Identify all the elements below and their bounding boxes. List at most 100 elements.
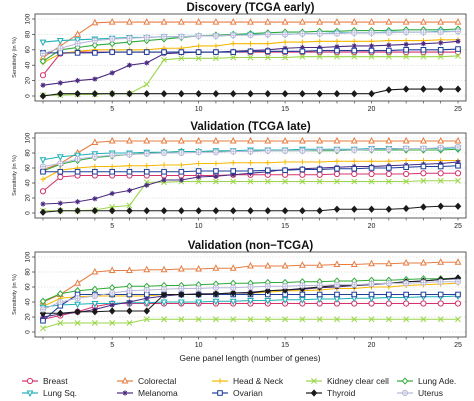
data-point (144, 163, 150, 169)
data-point (230, 172, 236, 178)
data-point (264, 207, 272, 215)
data-point (282, 54, 289, 61)
x-tick-label: 5 (110, 342, 114, 349)
data-point (247, 48, 254, 55)
data-point (126, 202, 133, 209)
data-point (351, 316, 358, 323)
data-point (299, 30, 306, 37)
data-point (212, 136, 220, 144)
data-point (264, 261, 272, 269)
x-axis-label: Gene panel length (number of genes) (179, 353, 320, 363)
data-point (195, 207, 202, 215)
data-point (316, 291, 323, 298)
data-point (212, 207, 220, 215)
legend-marker (121, 376, 129, 384)
data-point (195, 90, 202, 98)
y-tick-label: 100 (25, 13, 32, 24)
y-tick-label: 60 (25, 164, 32, 172)
data-point (229, 207, 237, 215)
data-point (403, 164, 409, 171)
data-point (160, 290, 168, 299)
data-point (230, 41, 236, 47)
data-point (143, 49, 150, 55)
data-point (299, 44, 305, 51)
data-point (212, 17, 220, 25)
data-point (161, 49, 167, 55)
data-point (368, 43, 375, 49)
data-point (316, 316, 323, 323)
data-point (109, 320, 116, 326)
data-point (333, 146, 341, 154)
data-point (108, 39, 116, 48)
data-point (264, 298, 272, 305)
data-point (212, 298, 220, 306)
data-point (437, 28, 444, 36)
data-point (334, 47, 340, 54)
data-point (317, 38, 323, 44)
data-point (161, 56, 167, 63)
data-point (317, 44, 323, 51)
data-point (403, 316, 410, 323)
data-point (213, 160, 219, 167)
data-point (160, 265, 168, 273)
data-point (229, 264, 237, 271)
data-point (40, 82, 46, 88)
data-point (282, 48, 288, 55)
x-tick-label: 10 (195, 223, 203, 230)
chart-panel-3: Validation (non−TCGA) 0 20 40 60 80 100 Sensiti… (12, 240, 467, 349)
data-point (437, 47, 444, 53)
legend-item: Kidney clear cell (306, 376, 389, 386)
data-point (299, 48, 306, 55)
data-point (247, 289, 254, 297)
data-point (92, 76, 98, 82)
y-axis-label: Sensitivity (in %) (12, 155, 18, 196)
data-point (350, 205, 358, 213)
data-point (333, 17, 341, 25)
data-point (143, 168, 150, 175)
data-point (91, 138, 99, 145)
data-point (177, 264, 185, 272)
data-point (212, 55, 219, 62)
data-point (420, 85, 427, 93)
data-point (333, 281, 341, 288)
data-point (108, 307, 116, 315)
y-tick-label: 40 (25, 61, 32, 69)
chart-panel-1: Discovery (TCGA early) 0 20 40 60 80 100 Sensit… (12, 2, 467, 113)
data-point (39, 50, 47, 57)
data-point (351, 43, 357, 49)
x-tick-label: 15 (281, 342, 289, 349)
data-point (420, 47, 427, 53)
data-point (92, 50, 98, 56)
data-point (178, 55, 185, 62)
data-point (281, 90, 289, 98)
data-point (74, 308, 81, 316)
legend-item: Melanoma (117, 388, 178, 398)
data-point (385, 316, 392, 323)
data-point (74, 320, 81, 326)
data-point (178, 316, 185, 323)
data-point (368, 47, 375, 54)
data-point (143, 136, 151, 144)
data-point (74, 30, 82, 37)
data-point (247, 207, 254, 215)
data-point (74, 155, 81, 163)
data-point (247, 41, 254, 47)
data-point (161, 316, 167, 323)
legend-item: Lung Ade. (397, 376, 456, 386)
series-thyroid (39, 85, 462, 100)
data-point (40, 325, 46, 332)
data-point (109, 190, 115, 197)
data-point (160, 286, 168, 293)
data-point (351, 47, 358, 54)
chart-title: Validation (TCGA late) (190, 121, 311, 133)
data-point (299, 171, 306, 178)
data-point (212, 316, 219, 323)
data-point (334, 178, 340, 185)
data-point (334, 44, 340, 50)
data-point (160, 136, 168, 144)
data-point (454, 17, 462, 25)
data-point (161, 162, 167, 168)
data-point (195, 285, 202, 292)
legend-marker (26, 377, 34, 385)
